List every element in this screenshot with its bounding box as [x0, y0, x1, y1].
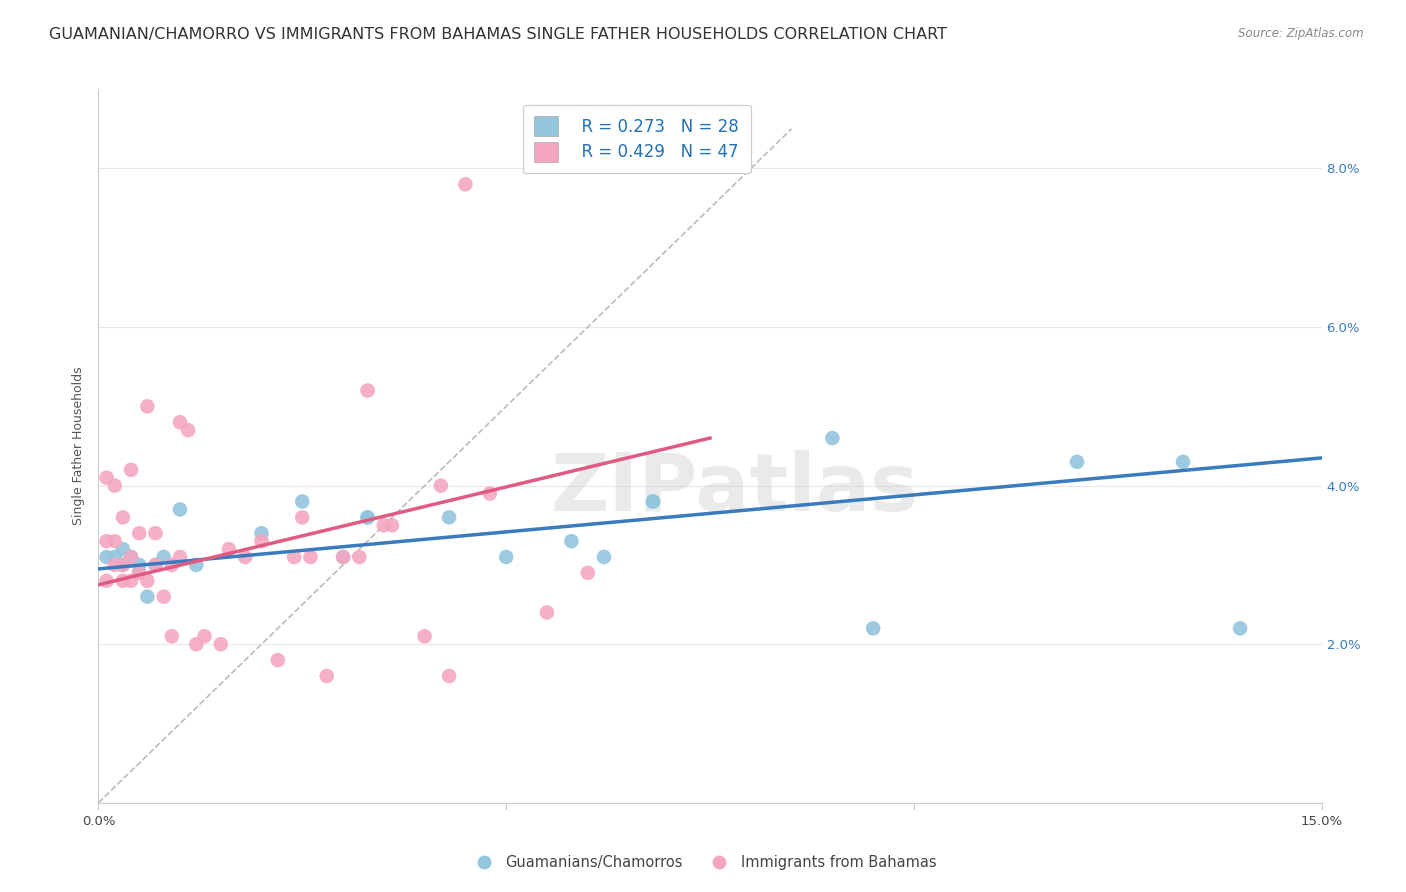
Point: [145, 558, 167, 572]
Point: [169, 549, 191, 564]
Point: [495, 549, 517, 564]
Text: Source: ZipAtlas.com: Source: ZipAtlas.com: [1239, 27, 1364, 40]
Point: [381, 518, 404, 533]
Point: [145, 526, 167, 541]
Point: [169, 415, 191, 429]
Point: [128, 566, 150, 580]
Point: [250, 534, 273, 549]
Point: [291, 510, 314, 524]
Point: [332, 549, 354, 564]
Point: [120, 574, 142, 588]
Point: [145, 558, 167, 572]
Point: [96, 534, 118, 549]
Point: [641, 494, 664, 508]
Point: [128, 558, 150, 572]
Point: [111, 558, 134, 572]
Text: GUAMANIAN/CHAMORRO VS IMMIGRANTS FROM BAHAMAS SINGLE FATHER HOUSEHOLDS CORRELATI: GUAMANIAN/CHAMORRO VS IMMIGRANTS FROM BA…: [49, 27, 948, 42]
Point: [356, 384, 378, 398]
Point: [209, 637, 232, 651]
Point: [177, 423, 200, 437]
Point: [96, 549, 118, 564]
Point: [576, 566, 599, 580]
Point: [536, 606, 558, 620]
Point: [1171, 455, 1194, 469]
Point: [128, 526, 150, 541]
Point: [821, 431, 844, 445]
Point: [96, 471, 118, 485]
Point: [104, 549, 127, 564]
Point: [152, 549, 174, 564]
Point: [186, 558, 208, 572]
Point: [641, 494, 664, 508]
Point: [96, 574, 118, 588]
Point: [111, 542, 134, 557]
Point: [437, 510, 460, 524]
Point: [560, 534, 582, 549]
Point: [332, 549, 354, 564]
Text: ZIPatlas: ZIPatlas: [550, 450, 918, 528]
Point: [862, 621, 884, 635]
Point: [136, 400, 159, 414]
Point: [120, 463, 142, 477]
Legend: Guamanians/Chamorros, Immigrants from Bahamas: Guamanians/Chamorros, Immigrants from Ba…: [463, 849, 943, 876]
Point: [430, 478, 453, 492]
Point: [218, 542, 240, 557]
Point: [111, 558, 134, 572]
Point: [160, 629, 183, 643]
Point: [160, 558, 183, 572]
Point: [267, 653, 290, 667]
Point: [437, 669, 460, 683]
Legend:   R = 0.273   N = 28,   R = 0.429   N = 47: R = 0.273 N = 28, R = 0.429 N = 47: [523, 104, 751, 173]
Y-axis label: Single Father Households: Single Father Households: [72, 367, 86, 525]
Point: [1229, 621, 1251, 635]
Point: [315, 669, 337, 683]
Point: [1066, 455, 1088, 469]
Point: [233, 549, 256, 564]
Point: [291, 494, 314, 508]
Point: [356, 510, 378, 524]
Point: [136, 590, 159, 604]
Point: [454, 178, 477, 192]
Point: [356, 510, 378, 524]
Point: [299, 549, 322, 564]
Point: [111, 510, 134, 524]
Point: [349, 549, 371, 564]
Point: [104, 558, 127, 572]
Point: [104, 478, 127, 492]
Point: [169, 502, 191, 516]
Point: [193, 629, 215, 643]
Point: [152, 590, 174, 604]
Point: [373, 518, 395, 533]
Point: [593, 549, 616, 564]
Point: [250, 526, 273, 541]
Point: [120, 549, 142, 564]
Point: [186, 637, 208, 651]
Point: [136, 574, 159, 588]
Point: [413, 629, 436, 643]
Point: [478, 486, 501, 500]
Point: [120, 549, 142, 564]
Point: [283, 549, 305, 564]
Point: [104, 534, 127, 549]
Point: [128, 566, 150, 580]
Point: [111, 574, 134, 588]
